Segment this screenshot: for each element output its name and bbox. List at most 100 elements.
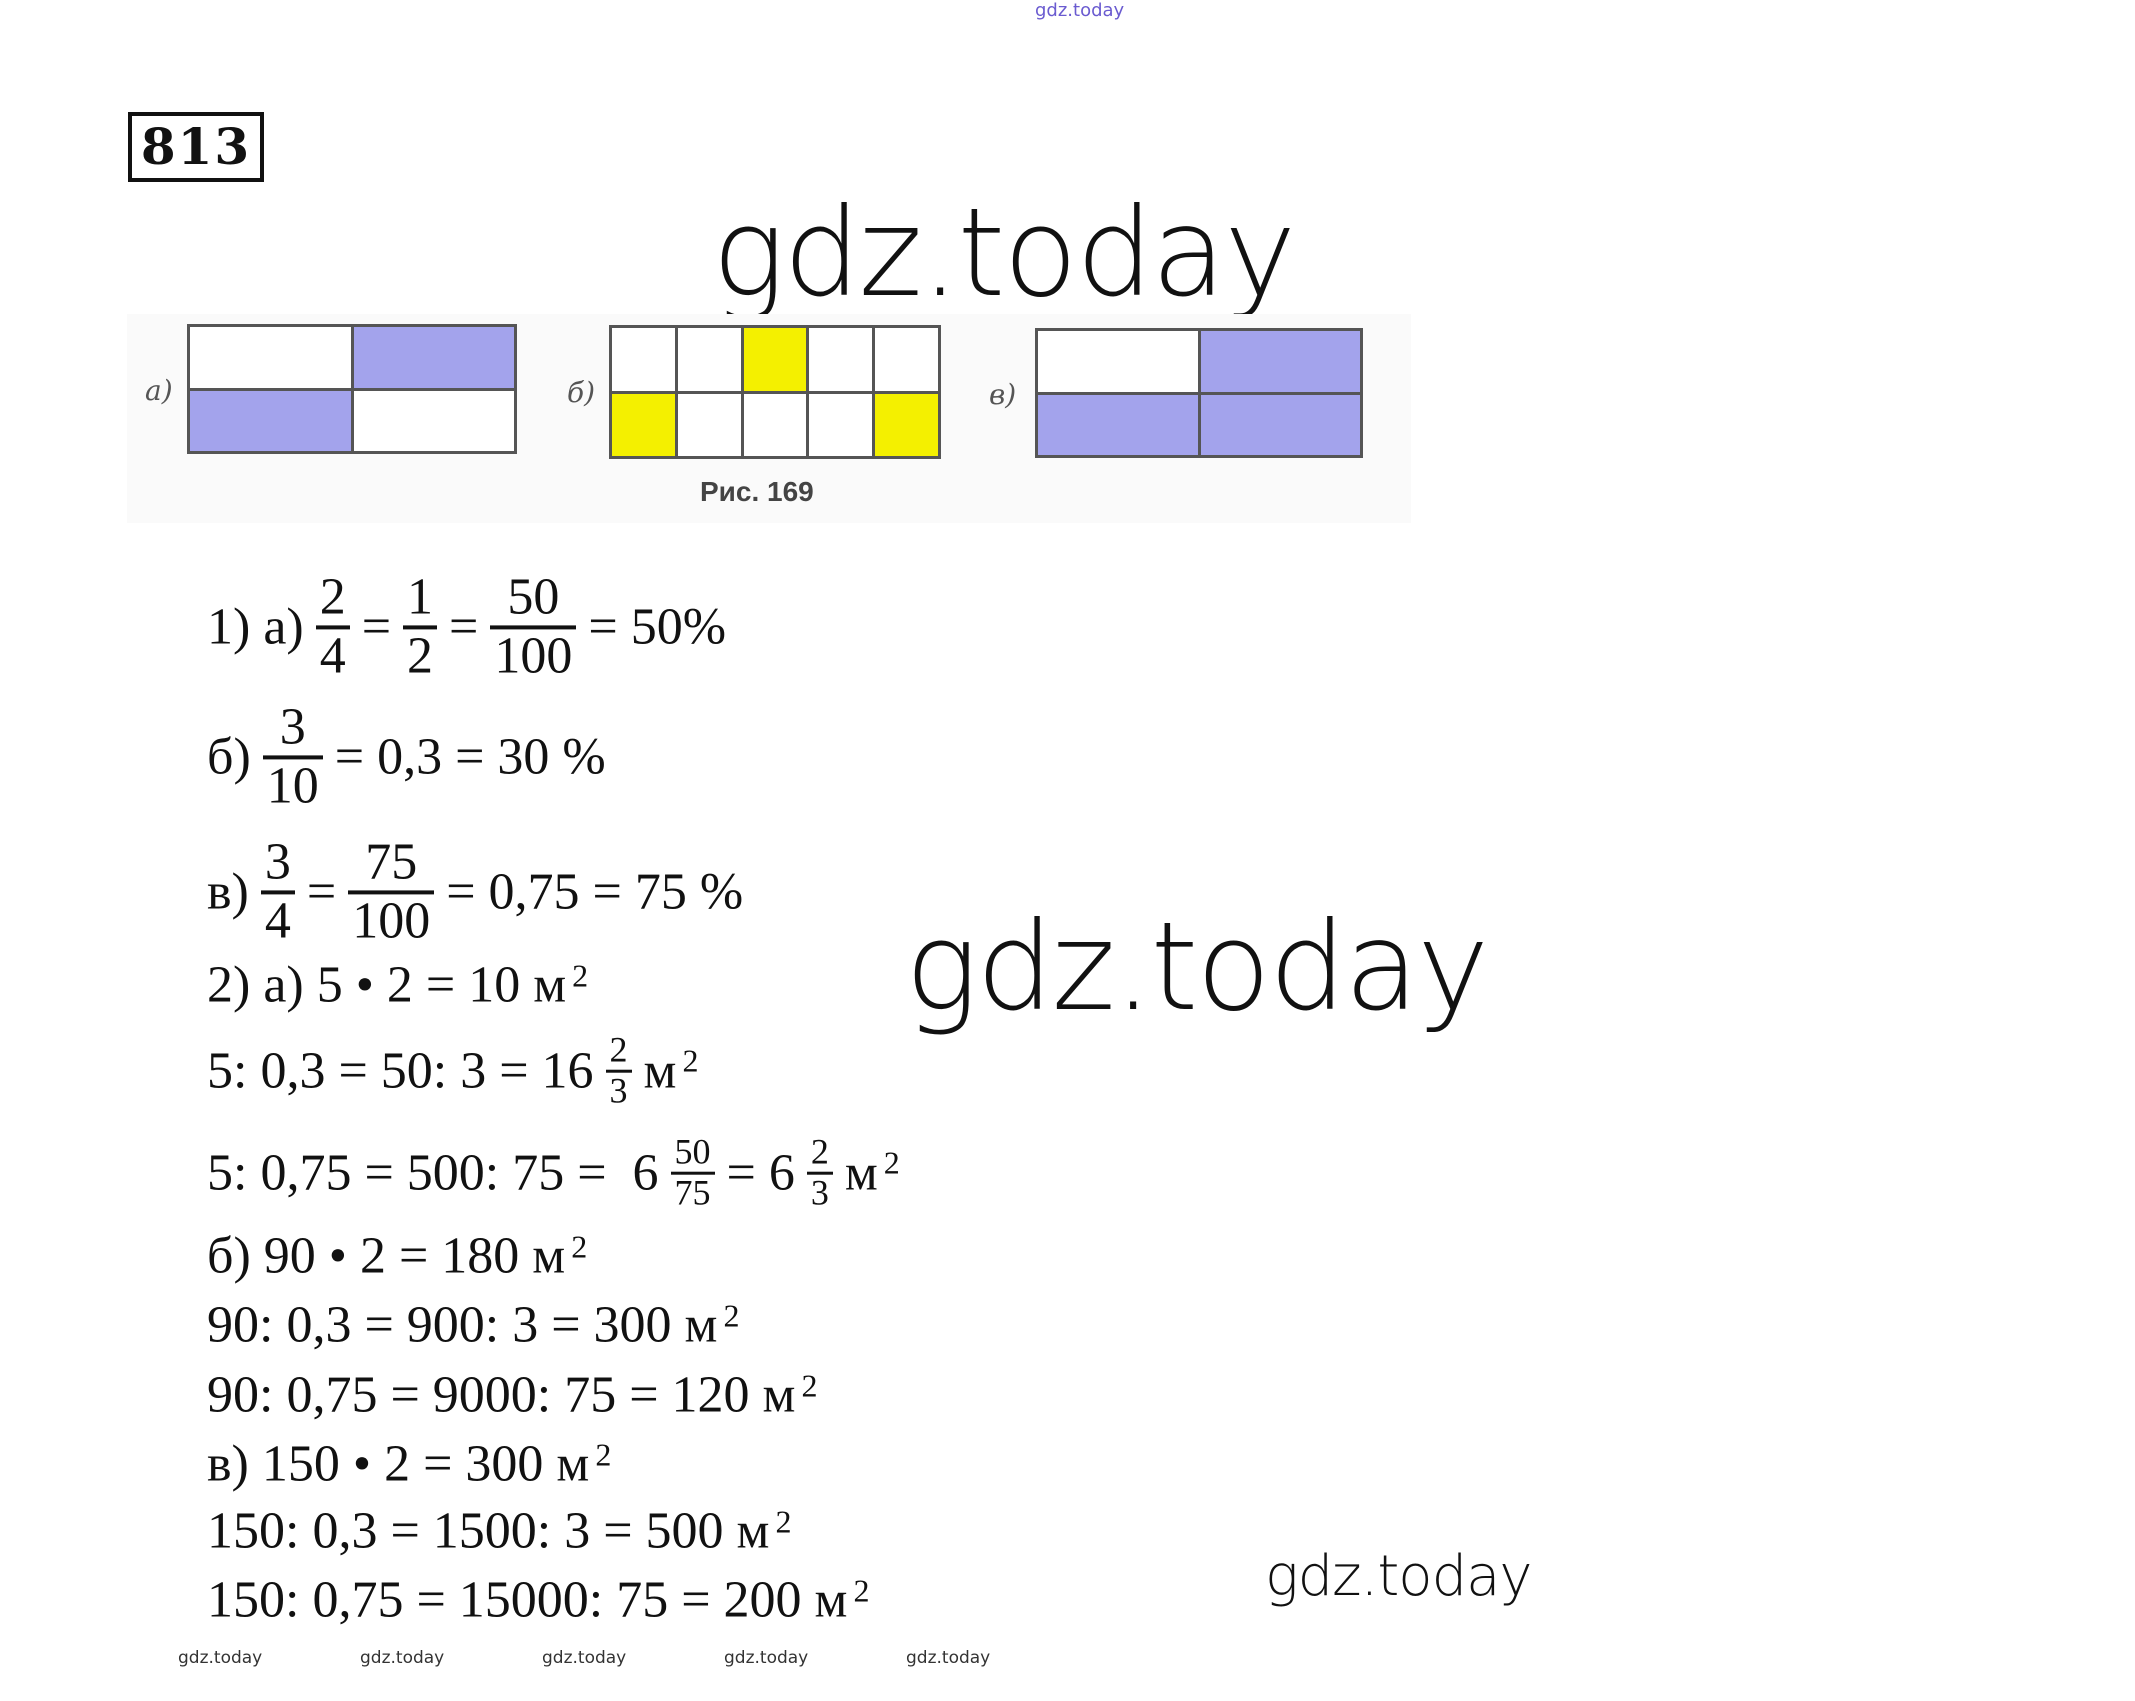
math-text: 5: 0,75 = 500: 75 = 6 <box>207 1144 659 1202</box>
grid-cell-empty <box>612 328 675 391</box>
math-text: 2) а) 5 • 2 = 10 м <box>207 956 567 1014</box>
math-text: = 0,3 = 30 % <box>334 728 606 786</box>
grid-cell-empty <box>677 393 741 456</box>
grid-cell-shaded <box>1200 331 1360 392</box>
math-text: м <box>643 1042 677 1100</box>
panel-label-a: а) <box>145 374 173 407</box>
grid-cell-shaded <box>875 393 938 456</box>
grid-cell-empty <box>809 393 873 456</box>
figure-caption: Рис. 169 <box>700 476 814 507</box>
fraction-bar <box>315 625 350 629</box>
grid-cell-empty <box>1038 331 1198 392</box>
math-text: в) <box>207 863 249 921</box>
watermark-small: gdz.today <box>360 1648 445 1668</box>
superscript: 2 <box>853 1572 870 1608</box>
watermark-top: gdz.today <box>1035 0 1125 21</box>
grid-cell-empty <box>743 393 807 456</box>
numerator: 50 <box>674 1131 711 1172</box>
solution-line: 5: 0,3 = 50: 3 = 16 2 3 м 2 <box>201 1029 699 1111</box>
superscript: 2 <box>775 1503 792 1539</box>
problem-number: 813 <box>128 112 264 182</box>
math-text: 1) а) <box>207 598 304 656</box>
fraction-bar <box>670 1171 715 1175</box>
math-text: в) 150 • 2 = 300 м <box>207 1435 590 1493</box>
grid-cell-empty <box>809 328 873 391</box>
denominator: 4 <box>264 892 291 949</box>
grid-cell-shaded <box>1038 394 1198 455</box>
superscript: 2 <box>571 1228 588 1264</box>
watermark-large: gdz.today <box>712 182 1296 324</box>
numerator: 3 <box>279 698 306 756</box>
math-text: = 0,75 = 75 % <box>446 863 744 921</box>
numerator: 1 <box>407 568 434 626</box>
superscript: 2 <box>682 1043 699 1079</box>
watermark-small: gdz.today <box>542 1648 627 1668</box>
watermark-small: gdz.today <box>724 1648 809 1668</box>
fraction: 50 75 <box>670 1131 715 1213</box>
denominator: 100 <box>352 892 431 949</box>
superscript: 2 <box>572 957 589 993</box>
math-text: б) <box>207 728 251 786</box>
grid-cell-empty <box>677 328 741 391</box>
solution-line: 1) а) 2 4 = 1 2 = 50 100 = 50% <box>201 570 732 683</box>
math-text: = 50% <box>588 598 727 656</box>
denominator: 10 <box>266 757 319 814</box>
math-text: = <box>449 598 479 656</box>
solution-line: в) 3 4 = 75 100 = 0,75 = 75 % <box>201 835 749 948</box>
numerator: 2 <box>810 1131 829 1172</box>
math-text: 90: 0,3 = 900: 3 = 300 м <box>207 1296 718 1354</box>
math-text: = <box>361 598 392 656</box>
numerator: 2 <box>609 1029 628 1070</box>
math-text: = <box>306 863 337 921</box>
numerator: 50 <box>507 568 560 626</box>
math-text: 150: 0,3 = 1500: 3 = 500 м <box>207 1502 770 1560</box>
denominator: 4 <box>319 627 346 684</box>
numerator: 3 <box>264 833 291 891</box>
watermark-bottom-right: gdz.today <box>1265 1544 1533 1609</box>
figure-panel-v <box>1035 328 1363 458</box>
superscript: 2 <box>723 1297 740 1333</box>
panel-label-b: б) <box>567 376 596 409</box>
figure-panel-b <box>609 325 941 459</box>
math-text: 5: 0,3 = 50: 3 = 16 <box>207 1042 594 1100</box>
grid-cell-shaded <box>743 328 807 391</box>
math-text: = 6 <box>726 1144 795 1202</box>
fraction: 50 100 <box>490 568 577 684</box>
grid-cell-shaded <box>190 390 351 451</box>
denominator: 3 <box>609 1070 628 1111</box>
fraction: 75 100 <box>348 835 435 949</box>
math-text: м <box>844 1144 878 1202</box>
grid-cell-empty <box>875 328 938 391</box>
fraction: 3 10 <box>262 698 323 814</box>
grid-cell-shaded <box>612 393 675 456</box>
figure-169: а) б) в) <box>127 314 1411 523</box>
watermark-small: gdz.today <box>178 1648 263 1668</box>
fraction-bar <box>348 890 435 894</box>
fraction-bar <box>403 625 438 629</box>
grid-cell-empty <box>190 327 351 388</box>
superscript: 2 <box>883 1145 900 1181</box>
fraction-bar <box>605 1069 632 1073</box>
grid-cell-empty <box>353 390 514 451</box>
solution-line: б) 3 10 = 0,3 = 30 % <box>201 700 612 813</box>
denominator: 3 <box>810 1172 829 1213</box>
watermark-large: gdz.today <box>905 896 1489 1038</box>
math-text: 90: 0,75 = 9000: 75 = 120 м <box>207 1366 796 1424</box>
fraction-bar <box>262 755 323 759</box>
math-text: б) 90 • 2 = 180 м <box>207 1227 566 1285</box>
denominator: 100 <box>494 627 573 684</box>
numerator: 2 <box>319 568 346 626</box>
denominator: 75 <box>674 1172 711 1213</box>
superscript: 2 <box>595 1436 612 1472</box>
grid-cell-shaded <box>353 327 514 388</box>
